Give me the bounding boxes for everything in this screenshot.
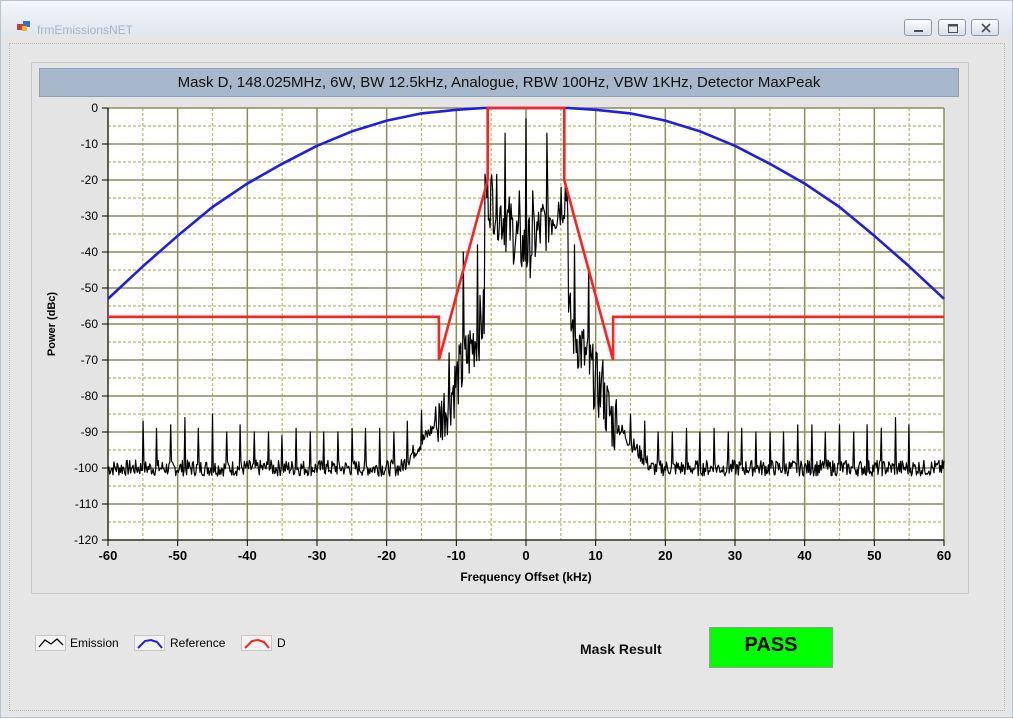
y-tick-label: 0 [91,101,98,115]
restore-icon [948,24,958,33]
series-layer [107,106,945,477]
x-tick-label: 30 [728,548,742,563]
mask-result-status: PASS [709,627,833,668]
legend-reference-swatch [134,635,165,651]
chart-title: Mask D, 148.025MHz, 6W, BW 12.5kHz, Anal… [39,68,959,97]
y-tick-label: -100 [74,461,98,475]
y-tick-label: -40 [81,245,99,259]
restore-button[interactable] [938,19,966,36]
y-tick-label: -80 [81,389,99,403]
y-tick-label: -60 [81,317,99,331]
client-area [9,43,1005,711]
x-tick-label: -60 [99,548,118,563]
legend-item-reference[interactable]: Reference [134,633,244,653]
x-tick-label: -30 [308,548,327,563]
legend-item-emission[interactable]: Emission [35,633,135,653]
y-tick-label: -90 [81,425,99,439]
x-tick-label: -50 [168,548,187,563]
y-axis-label: Power (dBc) [46,292,58,357]
x-tick-label: -20 [377,548,396,563]
app-icon [17,21,30,31]
x-tick-label: 50 [867,548,881,563]
plot-grid [107,107,945,541]
legend-item-d[interactable]: D [241,633,301,653]
x-tick-label: 40 [797,548,811,563]
x-tick-label: 0 [522,548,529,563]
x-tick-label: 10 [588,548,602,563]
legend-d-label: D [277,636,286,650]
x-tick-label: 60 [937,548,951,563]
y-tick-label: -50 [81,281,99,295]
window-title: frmEmissionsNET [37,23,134,37]
close-icon [981,23,991,33]
legend-reference-label: Reference [170,636,226,650]
legend-d-swatch [241,635,272,651]
title-bar: frmEmissionsNET [1,1,1012,37]
y-tick-label: -10 [81,137,99,151]
y-tick-label: -70 [81,353,99,367]
series-mask-d-line [108,106,944,361]
series-emission-line [107,118,945,477]
y-tick-label: -20 [81,173,99,187]
y-tick-label: -120 [74,533,98,547]
mask-result-label: Mask Result [580,641,662,657]
y-tick-label: -110 [75,497,98,511]
legend-emission-label: Emission [70,636,119,650]
minimize-button[interactable] [904,19,932,36]
y-tick-label: -30 [81,209,99,223]
minimize-icon [914,30,923,32]
x-axis-label: Frequency Offset (kHz) [460,570,591,584]
legend-emission-swatch [35,635,66,651]
x-tick-label: -40 [238,548,257,563]
axis-ticks: 0-10-20-30-40-50-60-70-80-90-100-110-120… [74,101,951,563]
x-tick-label: 20 [658,548,672,563]
x-tick-label: -10 [447,548,466,563]
close-button[interactable] [971,19,999,36]
